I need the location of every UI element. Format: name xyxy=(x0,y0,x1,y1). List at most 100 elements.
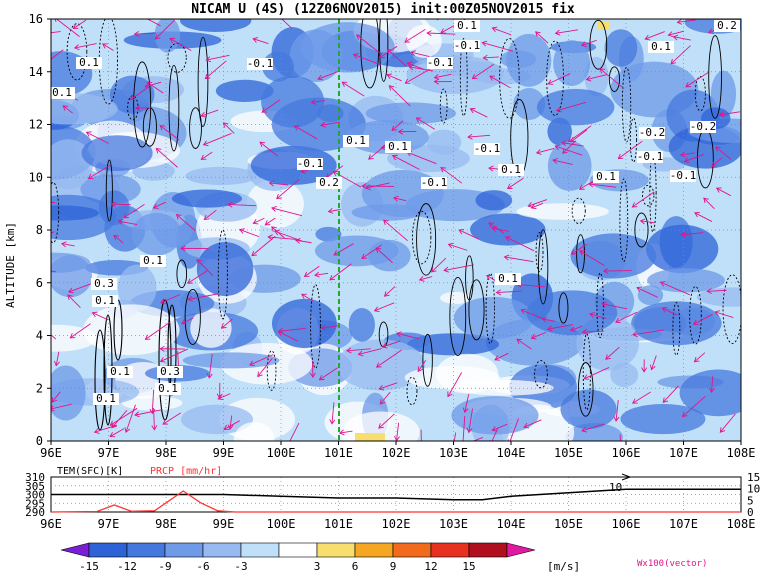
wind-vector-shaft xyxy=(694,352,706,363)
wind-vector-head xyxy=(87,173,94,179)
surface-x-tick-label: 98E xyxy=(155,517,177,531)
wind-vector-head xyxy=(719,427,726,433)
shade-blob xyxy=(300,22,395,73)
wind-vector-shaft xyxy=(333,243,354,256)
wind-vector xyxy=(169,37,192,52)
wind-vector xyxy=(216,382,223,399)
wind-vector-head xyxy=(430,266,437,273)
wind-vector-shaft xyxy=(516,338,532,350)
wind-vector xyxy=(251,235,276,257)
contour-label: 0.1 xyxy=(96,392,116,405)
wind-vector-head xyxy=(504,236,511,242)
wind-vector-head xyxy=(447,391,453,398)
wind-vector-head xyxy=(659,281,666,287)
wind-vector-head xyxy=(715,146,721,152)
wind-vector-shaft xyxy=(547,324,574,330)
wind-vector xyxy=(133,30,156,37)
wind-vector-head xyxy=(718,111,725,118)
wind-vector-shaft xyxy=(383,219,408,242)
contour-label: 0.1 xyxy=(158,382,178,395)
wind-vector-head xyxy=(40,267,45,272)
wind-vector-head xyxy=(555,106,562,113)
vector-layer xyxy=(40,19,740,448)
wind-vector-head xyxy=(159,345,165,352)
wind-vector-head xyxy=(227,201,233,208)
wind-vector xyxy=(676,19,696,25)
shade-blob xyxy=(51,92,118,125)
wind-vector xyxy=(681,395,706,418)
shade-blob xyxy=(646,224,719,274)
wind-vector-shaft xyxy=(496,290,522,294)
wind-vector-head xyxy=(391,154,398,161)
contour-line xyxy=(94,329,106,431)
wind-vector-head xyxy=(617,153,624,160)
shade-blob xyxy=(470,213,546,246)
wind-vector-shaft xyxy=(365,182,390,189)
contour-label-bg xyxy=(670,170,696,182)
contour-label: 0.1 xyxy=(651,40,671,53)
shade-blob xyxy=(117,264,157,312)
wind-vector-head xyxy=(670,58,677,65)
wind-vector xyxy=(718,111,740,118)
contour-label: 0.1 xyxy=(95,294,115,307)
wind-vector xyxy=(527,199,548,208)
wind-vector-head xyxy=(649,364,656,371)
wind-vector xyxy=(223,420,240,431)
shade-blob xyxy=(51,365,86,421)
colorbar-tick-label: -15 xyxy=(79,560,99,573)
wind-vector-head xyxy=(679,151,686,158)
grid-lines xyxy=(51,19,741,441)
wind-vector-shaft xyxy=(176,214,196,231)
contour-label-bg xyxy=(91,278,117,290)
wind-vector-shaft xyxy=(662,385,679,403)
wind-vector-head xyxy=(249,360,255,367)
contour-label-bg xyxy=(76,57,102,69)
contour-line xyxy=(266,350,277,391)
wind-vector-head xyxy=(546,325,553,332)
wind-vector-shaft xyxy=(379,382,398,390)
wind-vector xyxy=(708,376,715,393)
wind-vector xyxy=(535,148,555,155)
wind-vector-head xyxy=(711,161,717,168)
wind-vector-shaft xyxy=(187,293,219,300)
wind-vector-shaft xyxy=(670,45,691,65)
wind-vector-head xyxy=(527,202,534,208)
wind-vector-head xyxy=(408,64,415,71)
wind-vector xyxy=(631,391,651,404)
wind-vector-shaft xyxy=(632,191,655,208)
wind-vector-head xyxy=(641,367,648,373)
wind-vector-head xyxy=(440,167,446,173)
wind-vector xyxy=(273,229,303,242)
wind-vector xyxy=(443,264,474,273)
wind-vector-head xyxy=(357,350,364,357)
contour-label: -0.1 xyxy=(454,39,481,52)
wind-vector-shaft xyxy=(581,39,597,46)
wind-vector-shaft xyxy=(51,231,55,234)
wind-vector xyxy=(123,204,145,219)
wind-vector-head xyxy=(375,362,382,368)
wind-vector xyxy=(117,218,138,226)
wind-vector-head xyxy=(419,444,424,448)
wind-vector-shaft xyxy=(204,209,217,220)
wind-vector xyxy=(51,334,57,340)
wind-vector-shaft xyxy=(404,28,426,43)
colorbar-unit: [m/s] xyxy=(547,560,580,573)
wind-vector-shaft xyxy=(51,49,64,60)
wind-vector xyxy=(252,37,269,44)
wind-vector xyxy=(146,81,164,94)
contour-label-bg xyxy=(316,177,342,189)
wind-vector-head xyxy=(124,427,131,434)
wind-vector-shaft xyxy=(110,407,138,426)
wind-vector-shaft xyxy=(396,332,419,340)
wind-vector-shaft xyxy=(331,402,335,424)
shade-blob xyxy=(604,29,638,67)
wind-vector xyxy=(249,354,274,367)
contour-label-bg xyxy=(427,57,453,69)
wind-vector xyxy=(685,72,709,88)
wind-vector-head xyxy=(206,373,213,379)
wind-vector-shaft xyxy=(201,109,219,117)
wind-vector-head xyxy=(133,30,140,37)
wind-vector-shaft xyxy=(715,146,732,160)
wind-vector-head xyxy=(318,374,325,381)
wind-vector-head xyxy=(506,183,513,190)
